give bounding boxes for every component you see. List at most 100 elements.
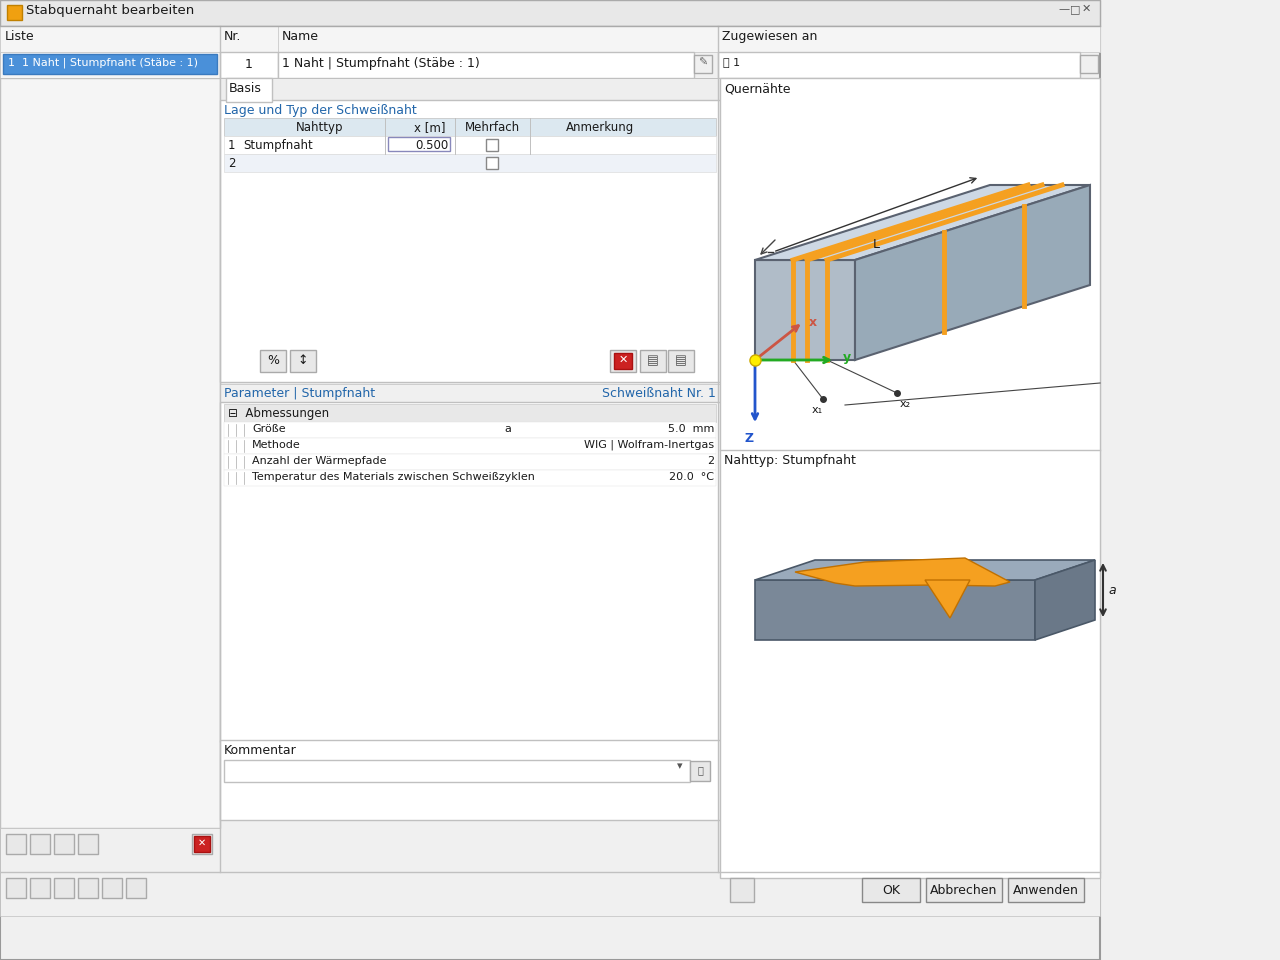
Text: Abbrechen: Abbrechen (931, 884, 997, 897)
Text: Stumpfnaht: Stumpfnaht (243, 139, 312, 152)
Bar (291, 350, 316, 372)
Text: ✕: ✕ (618, 355, 627, 365)
Text: ⊟  Abmessungen: ⊟ Abmessungen (228, 407, 329, 420)
Bar (260, 350, 285, 372)
Bar (220, 100, 719, 382)
Polygon shape (755, 560, 1094, 580)
Bar (3, 54, 218, 74)
Text: 0.500: 0.500 (415, 139, 448, 152)
Polygon shape (755, 260, 855, 360)
Text: ✕: ✕ (1082, 4, 1092, 14)
Bar (224, 154, 716, 172)
Bar (719, 78, 1100, 878)
Bar (224, 470, 716, 486)
Bar (486, 139, 498, 151)
Bar (388, 137, 451, 151)
Text: Lage und Typ der Schweißnaht: Lage und Typ der Schweißnaht (224, 104, 417, 117)
Text: Anzahl der Wärmepfade: Anzahl der Wärmepfade (252, 456, 387, 466)
Polygon shape (755, 185, 1091, 260)
Bar (78, 834, 99, 854)
Text: x₁: x₁ (812, 405, 823, 415)
Bar (227, 78, 273, 102)
Text: OK: OK (882, 884, 900, 897)
Bar (224, 760, 690, 782)
Bar (220, 740, 719, 820)
Bar (220, 384, 719, 402)
Text: x₂: x₂ (900, 399, 910, 409)
Text: Nahttyp: Stumpfnaht: Nahttyp: Stumpfnaht (724, 454, 856, 467)
Bar (195, 836, 210, 852)
Bar (0, 78, 220, 828)
Text: ↕: ↕ (298, 354, 308, 367)
Text: %: % (268, 354, 279, 367)
Bar (611, 350, 636, 372)
Text: 20.0  °C: 20.0 °C (669, 472, 714, 482)
Polygon shape (1036, 560, 1094, 640)
Bar (224, 454, 716, 470)
Text: WIG | Wolfram-Inertgas: WIG | Wolfram-Inertgas (584, 440, 714, 450)
Bar (0, 26, 1100, 52)
Text: □: □ (1070, 4, 1080, 14)
Text: ▤: ▤ (675, 354, 687, 367)
Bar (29, 878, 50, 898)
Bar (78, 878, 99, 898)
Bar (718, 26, 1100, 52)
Text: 1: 1 (244, 59, 253, 71)
Text: Stabquernaht bearbeiten: Stabquernaht bearbeiten (26, 4, 195, 17)
Bar (220, 402, 719, 742)
Bar (6, 5, 22, 20)
Bar (224, 136, 716, 154)
Bar (6, 878, 26, 898)
Text: ✎: ✎ (699, 58, 708, 68)
Polygon shape (855, 185, 1091, 360)
Bar (1080, 55, 1098, 73)
Bar (278, 26, 718, 52)
Text: Nr.: Nr. (224, 30, 242, 43)
Text: 1  1 Naht | Stumpfnaht (Stäbe : 1): 1 1 Naht | Stumpfnaht (Stäbe : 1) (8, 57, 198, 67)
Text: ▤: ▤ (648, 354, 659, 367)
Bar (730, 878, 754, 902)
Text: Kommentar: Kommentar (224, 744, 297, 757)
Text: Anwenden: Anwenden (1012, 884, 1079, 897)
Text: 5.0  mm: 5.0 mm (668, 424, 714, 434)
Text: a: a (1108, 584, 1116, 596)
Text: 1 Naht | Stumpfnaht (Stäbe : 1): 1 Naht | Stumpfnaht (Stäbe : 1) (282, 57, 480, 70)
Bar (718, 52, 1080, 78)
Text: a: a (504, 424, 512, 434)
Text: Anmerkung: Anmerkung (566, 121, 634, 134)
Bar (192, 834, 212, 854)
Bar (29, 834, 50, 854)
Bar (614, 353, 632, 369)
Bar (220, 78, 719, 100)
Text: 📋: 📋 (698, 765, 703, 775)
Bar (102, 878, 122, 898)
Bar (861, 878, 920, 902)
Polygon shape (755, 580, 1036, 640)
Bar (6, 834, 26, 854)
Text: Zugewiesen an: Zugewiesen an (722, 30, 818, 43)
Text: 1: 1 (228, 139, 236, 152)
Text: 2: 2 (707, 456, 714, 466)
Text: L: L (873, 238, 879, 251)
Bar (0, 872, 1100, 916)
Text: —: — (1059, 4, 1069, 14)
Bar (0, 0, 1100, 960)
Text: y: y (844, 351, 851, 365)
Bar (694, 55, 712, 73)
Text: ▾: ▾ (677, 761, 682, 771)
Bar (0, 52, 220, 78)
Bar (668, 350, 694, 372)
Bar (54, 878, 74, 898)
Polygon shape (925, 580, 970, 618)
Bar (220, 26, 278, 52)
Bar (0, 0, 1100, 26)
Bar (486, 157, 498, 169)
Text: x [m]: x [m] (415, 121, 445, 134)
Text: Z: Z (745, 432, 754, 445)
Bar (224, 404, 716, 422)
Text: Temperatur des Materials zwischen Schweißzyklen: Temperatur des Materials zwischen Schwei… (252, 472, 535, 482)
Text: x: x (809, 316, 817, 329)
Bar (224, 422, 716, 438)
Bar (278, 52, 694, 78)
Text: Mehrfach: Mehrfach (465, 121, 520, 134)
